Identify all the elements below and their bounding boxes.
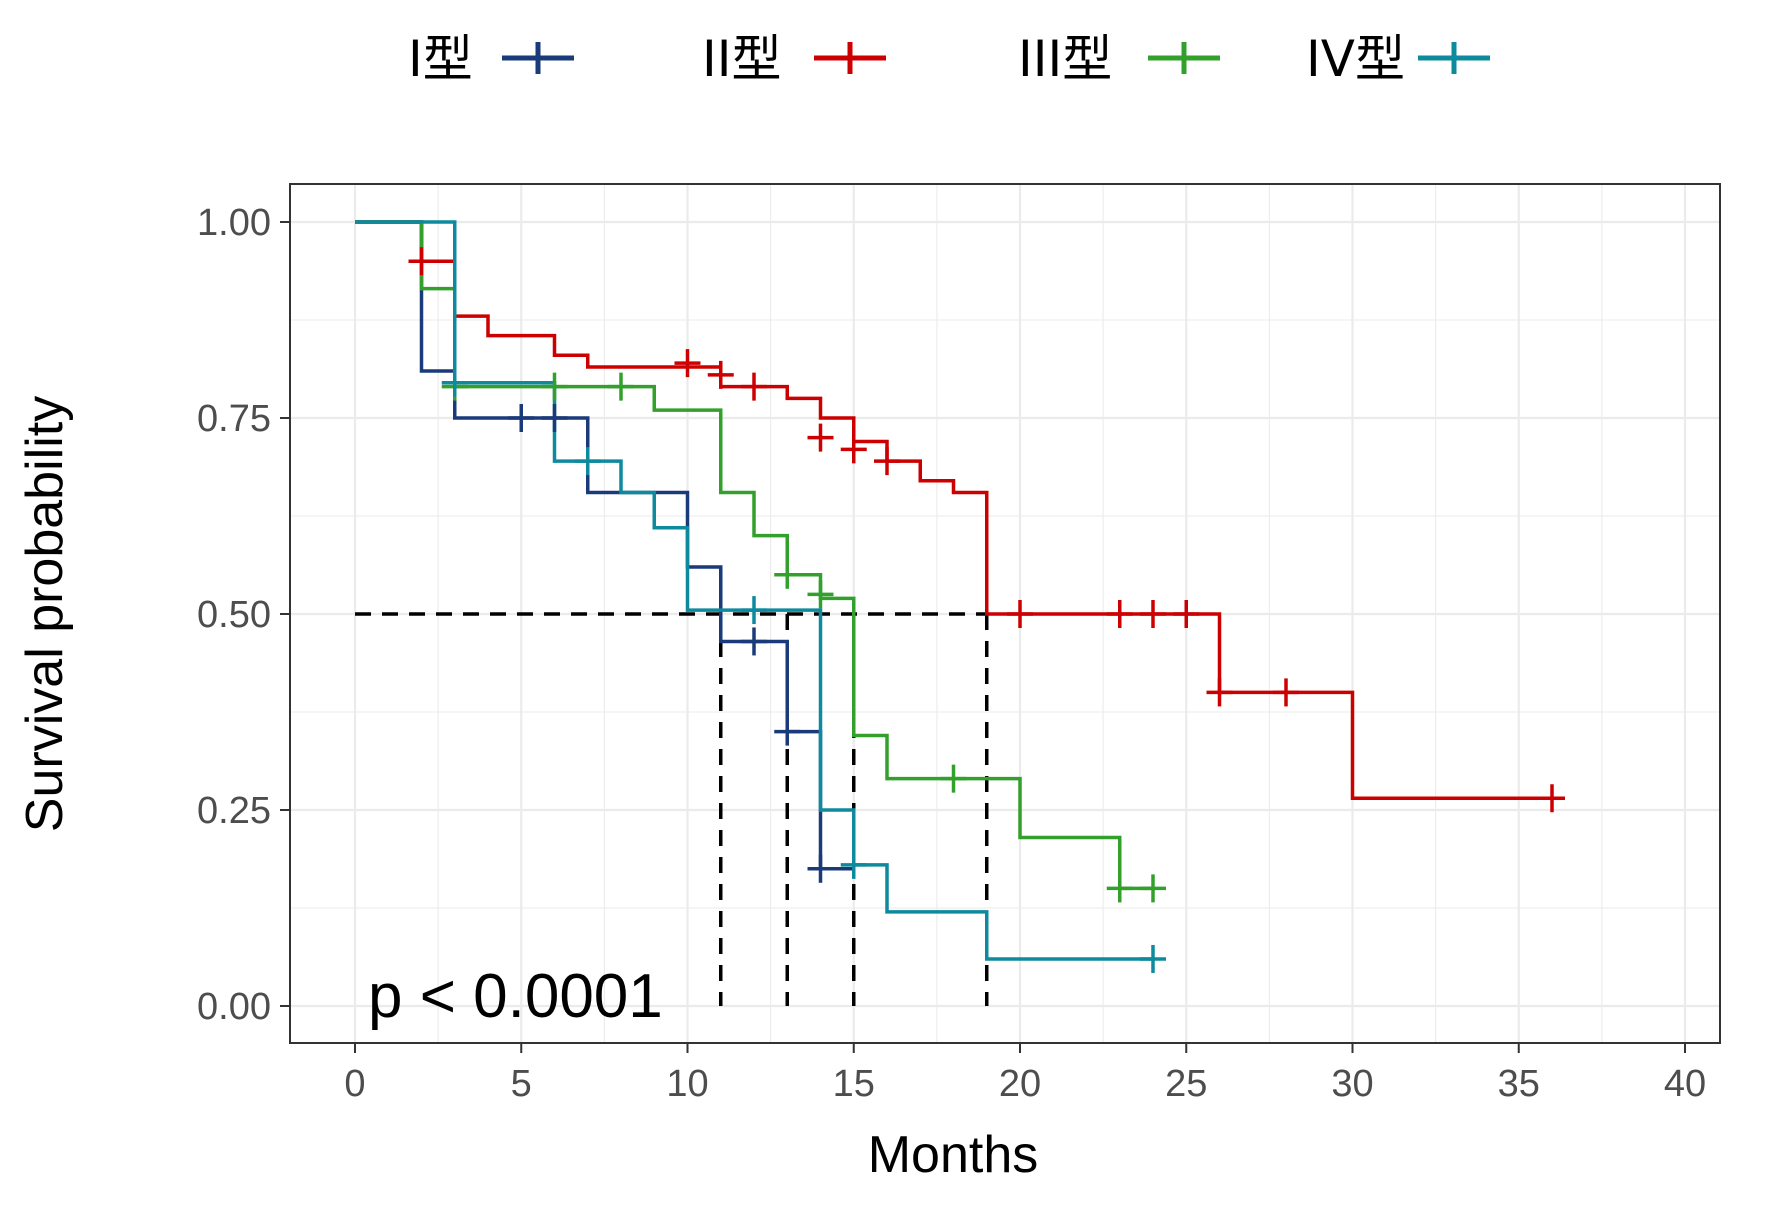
y-axis-title: Survival probability xyxy=(16,396,74,832)
y-axis-ticks: 0.00 0.25 0.50 0.75 1.00 xyxy=(197,202,290,1028)
x-tick-label: 40 xyxy=(1664,1063,1706,1105)
y-tick-label: 0.25 xyxy=(197,790,271,832)
x-tick-label: 25 xyxy=(1165,1063,1207,1105)
x-tick-label: 0 xyxy=(344,1063,365,1105)
x-tick-label: 20 xyxy=(999,1063,1041,1105)
x-tick-label: 5 xyxy=(511,1063,532,1105)
y-tick-label: 0.00 xyxy=(197,986,271,1028)
x-axis-ticks: 0 5 10 15 20 25 30 35 40 xyxy=(344,1043,1706,1105)
x-tick-label: 15 xyxy=(833,1063,875,1105)
y-tick-label: 1.00 xyxy=(197,202,271,244)
x-axis-title: Months xyxy=(868,1126,1039,1184)
x-tick-label: 30 xyxy=(1331,1063,1373,1105)
legend: I型 II型 III型 IV型 xyxy=(408,30,1490,88)
x-tick-label: 10 xyxy=(666,1063,708,1105)
legend-label-1: I型 xyxy=(408,30,473,88)
x-tick-label: 35 xyxy=(1498,1063,1540,1105)
legend-label-3: III型 xyxy=(1018,30,1112,88)
y-tick-label: 0.50 xyxy=(197,594,271,636)
censor-marks xyxy=(408,247,1565,973)
survival-curve-2 xyxy=(355,220,1552,800)
p-value-annotation: p < 0.0001 xyxy=(368,962,663,1031)
legend-label-4: IV型 xyxy=(1306,30,1405,88)
legend-label-2: II型 xyxy=(702,30,782,88)
y-tick-label: 0.75 xyxy=(197,398,271,440)
